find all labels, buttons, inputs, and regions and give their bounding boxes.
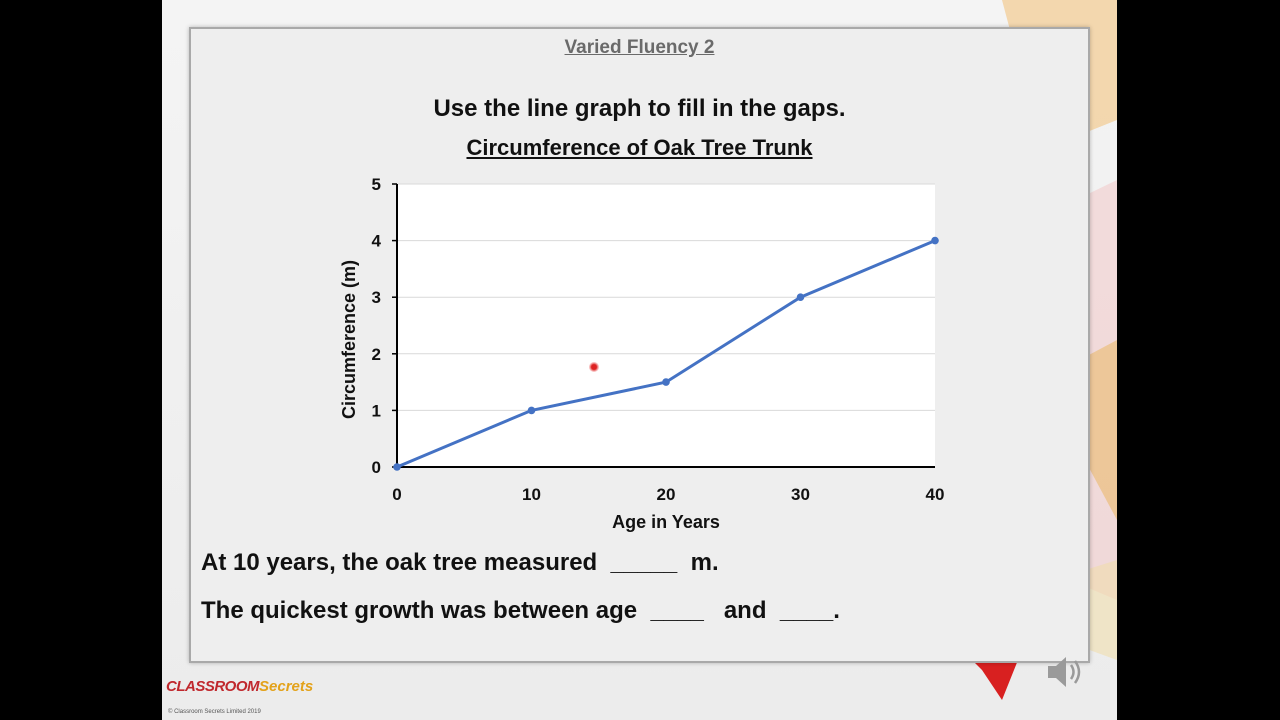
slide: Varied Fluency 2 Use the line graph to f…: [162, 0, 1117, 720]
y-tick-label: 2: [372, 345, 381, 364]
instruction-text: Use the line graph to fill in the gaps.: [433, 95, 846, 122]
logo-main-text: CLASSROOM: [166, 678, 260, 695]
classroom-secrets-logo: CLASSROOMSecrets: [166, 678, 313, 696]
data-point: [796, 293, 805, 302]
question-1: At 10 years, the oak tree measured _____…: [201, 549, 719, 576]
copyright-text: © Classroom Secrets Limited 2019: [168, 709, 261, 715]
y-tick-label: 1: [372, 401, 381, 420]
chart-title: Circumference of Oak Tree Trunk: [466, 135, 813, 160]
plot-area: [397, 184, 935, 467]
x-tick-label: 0: [392, 485, 401, 504]
x-axis-label: Age in Years: [612, 512, 720, 532]
speaker-icon[interactable]: [1042, 652, 1092, 692]
data-point: [527, 406, 536, 415]
data-point: [662, 378, 670, 386]
y-tick-label: 4: [372, 232, 382, 251]
content-panel: Varied Fluency 2 Use the line graph to f…: [189, 27, 1090, 663]
x-tick-label: 30: [791, 485, 810, 504]
line-chart: 0 1 2 3 4 5 0 10 20 30 40 Age in Years Circumference…: [339, 175, 945, 532]
y-axis-label: Circumference (m): [339, 260, 359, 419]
cursor-indicator: [589, 362, 599, 372]
y-tick-label: 0: [372, 458, 381, 477]
x-tick-label: 40: [926, 485, 945, 504]
section-title: Varied Fluency 2: [564, 37, 715, 58]
x-tick-label: 20: [657, 485, 676, 504]
data-point: [931, 236, 939, 245]
data-point: [393, 463, 401, 471]
y-tick-label: 5: [372, 175, 381, 194]
logo-secrets-text: Secrets: [259, 678, 314, 695]
question-2: The quickest growth was between age ____…: [201, 597, 840, 624]
x-tick-label: 10: [522, 485, 541, 504]
y-tick-label: 3: [372, 288, 381, 307]
